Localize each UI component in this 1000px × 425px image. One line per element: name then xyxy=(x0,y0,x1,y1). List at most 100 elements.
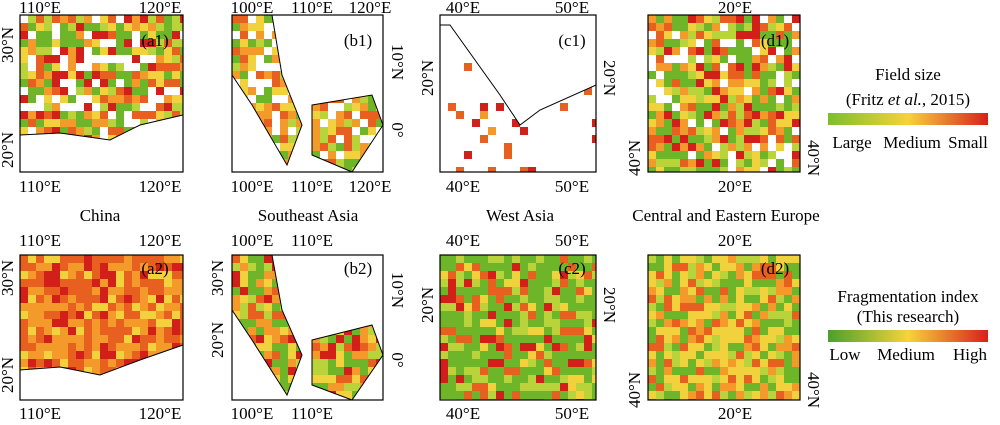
land-cell xyxy=(240,255,248,263)
land-cell xyxy=(552,359,560,367)
land-cell xyxy=(84,71,92,79)
land-cell xyxy=(164,23,172,31)
land-cell xyxy=(52,351,60,359)
land-cell xyxy=(60,359,68,367)
land-cell xyxy=(100,335,108,343)
land-cell xyxy=(448,311,456,319)
land-cell xyxy=(100,23,108,31)
tick-label: 110°E xyxy=(291,0,333,17)
land-cell xyxy=(792,87,800,95)
land-cell xyxy=(480,71,488,79)
land-cell xyxy=(672,135,680,143)
land-cell xyxy=(488,143,496,151)
land-cell xyxy=(728,95,736,103)
land-cell xyxy=(140,255,148,263)
land-cell xyxy=(704,103,712,111)
land-cell xyxy=(28,47,36,55)
land-cell xyxy=(464,103,472,111)
land-cell xyxy=(544,303,552,311)
land-cell xyxy=(60,23,68,31)
land-cell xyxy=(272,311,280,319)
land-cell xyxy=(124,87,132,95)
land-cell xyxy=(552,335,560,343)
land-cell xyxy=(448,303,456,311)
land-cell xyxy=(44,287,52,295)
land-cell xyxy=(584,95,592,103)
land-cell xyxy=(76,319,84,327)
land-cell xyxy=(328,359,336,367)
land-cell xyxy=(60,127,68,135)
land-cell xyxy=(496,367,504,375)
land-cell xyxy=(512,119,520,127)
land-cell xyxy=(568,351,576,359)
land-cell xyxy=(704,319,712,327)
land-cell xyxy=(568,391,576,399)
land-cell xyxy=(704,15,712,23)
land-cell xyxy=(68,71,76,79)
land-cell xyxy=(736,31,744,39)
land-cell xyxy=(728,63,736,71)
land-cell xyxy=(116,95,124,103)
land-cell xyxy=(76,87,84,95)
map-frame xyxy=(647,14,801,173)
land-cell xyxy=(528,159,536,167)
tick-label: 110°E xyxy=(291,177,333,196)
land-cell xyxy=(84,287,92,295)
land-cell xyxy=(472,367,480,375)
land-cell xyxy=(368,111,376,119)
land-cell xyxy=(68,31,76,39)
land-cell xyxy=(496,151,504,159)
land-cell xyxy=(672,287,680,295)
land-cell xyxy=(488,271,496,279)
land-cell xyxy=(696,319,704,327)
land-cell xyxy=(504,295,512,303)
land-cell xyxy=(528,271,536,279)
land-cell xyxy=(664,343,672,351)
land-cell xyxy=(656,383,664,391)
land-cell xyxy=(164,311,172,319)
land-cell xyxy=(20,295,28,303)
land-cell xyxy=(592,127,596,135)
land-cell xyxy=(68,287,76,295)
land-cell xyxy=(116,343,124,351)
land-cell xyxy=(240,271,248,279)
land-cell xyxy=(584,159,592,167)
land-cell xyxy=(108,79,116,87)
land-cell xyxy=(528,303,536,311)
land-cell xyxy=(568,375,576,383)
land-cell xyxy=(680,335,688,343)
land-cell xyxy=(240,263,248,271)
land-cell xyxy=(784,359,792,367)
land-cell xyxy=(148,327,156,335)
land-cell xyxy=(536,263,544,271)
land-cell xyxy=(440,327,448,335)
land-cell xyxy=(36,87,44,95)
land-cell xyxy=(784,383,792,391)
land-cell xyxy=(712,55,720,63)
land-cell xyxy=(568,287,576,295)
land-cell xyxy=(344,135,352,143)
land-cell xyxy=(664,327,672,335)
land-cell xyxy=(164,327,172,335)
land-cell xyxy=(736,383,744,391)
land-cell xyxy=(464,287,472,295)
land-cell xyxy=(712,159,720,167)
land-cell xyxy=(100,103,108,111)
land-cells xyxy=(648,15,800,172)
land-cell xyxy=(536,295,544,303)
land-cell xyxy=(84,111,92,119)
land-cell xyxy=(784,335,792,343)
land-cell xyxy=(680,351,688,359)
land-cell xyxy=(592,359,596,367)
land-cell xyxy=(480,303,488,311)
land-cell xyxy=(448,263,456,271)
land-cell xyxy=(768,55,776,63)
land-cell xyxy=(760,47,768,55)
land-cell xyxy=(440,303,448,311)
land-cell xyxy=(248,79,256,87)
land-cell xyxy=(456,167,464,172)
land-cell xyxy=(560,327,568,335)
land-cell xyxy=(172,15,180,23)
land-cell xyxy=(264,359,272,367)
land-cell xyxy=(704,335,712,343)
